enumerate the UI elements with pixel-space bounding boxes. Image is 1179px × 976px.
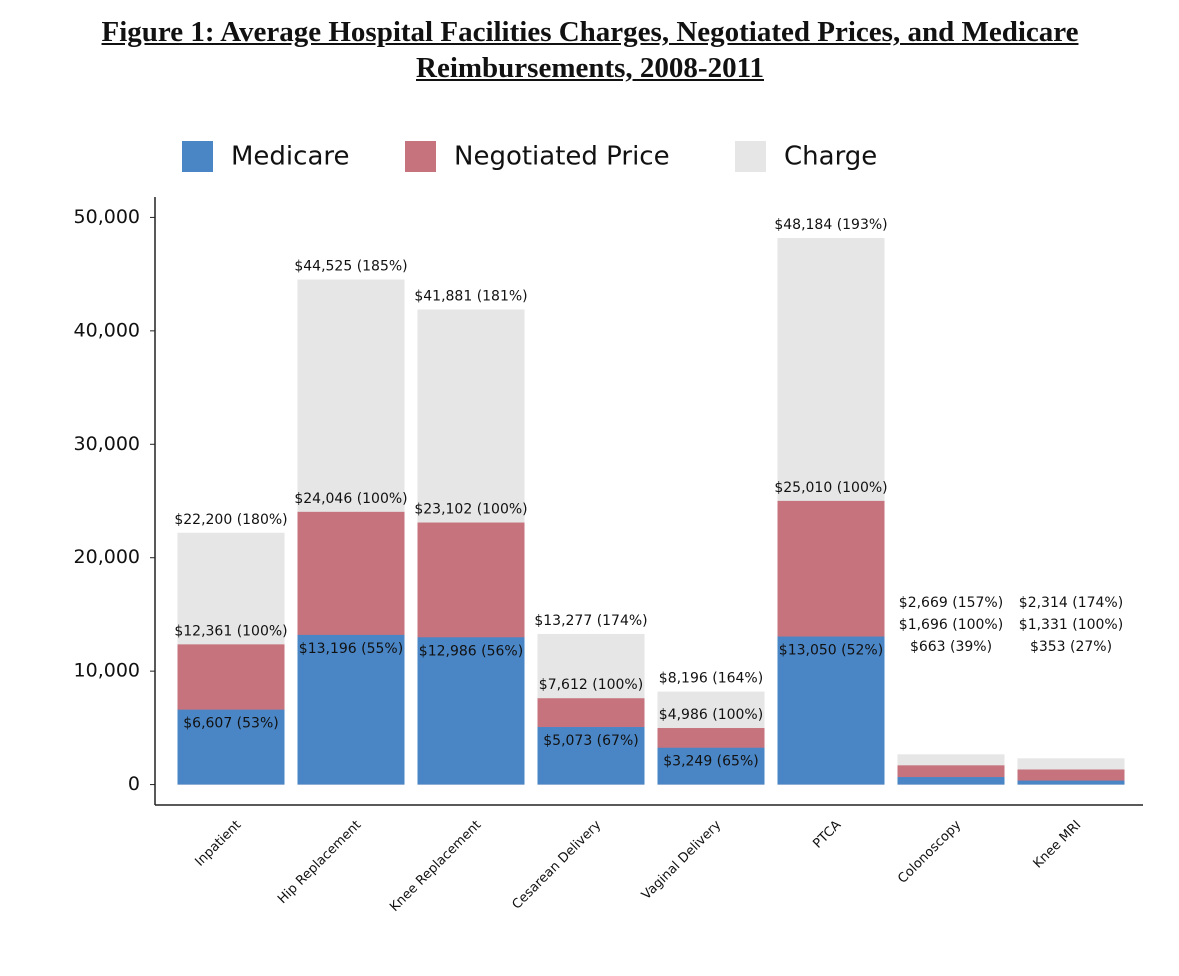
x-tick-label: Vaginal Delivery <box>639 817 725 903</box>
legend-label: Medicare <box>231 142 350 172</box>
x-tick-label: Inpatient <box>192 818 244 870</box>
bar <box>657 747 765 785</box>
legend-label: Charge <box>784 142 877 172</box>
y-tick-label: 40,000 <box>74 319 140 341</box>
data-label: $13,196 (55%) <box>299 641 403 657</box>
bar <box>177 709 285 785</box>
x-tick-label: PTCA <box>810 818 844 852</box>
data-label: $6,607 (53%) <box>183 716 278 732</box>
legend-label: Negotiated Price <box>454 142 670 172</box>
data-label: $353 (27%) <box>1030 639 1112 655</box>
x-tick-label: Cesarean Delivery <box>509 817 604 912</box>
data-label: $4,986 (100%) <box>659 707 763 723</box>
y-tick-label: 20,000 <box>74 546 140 568</box>
bar <box>537 727 645 785</box>
bar <box>1017 780 1125 785</box>
y-tick-label: 50,000 <box>74 206 140 228</box>
data-label: $2,669 (157%) <box>899 595 1003 611</box>
data-label: $44,525 (185%) <box>294 259 407 275</box>
data-label: $2,314 (174%) <box>1019 595 1123 611</box>
data-label: $12,361 (100%) <box>174 623 287 639</box>
data-label: $5,073 (67%) <box>543 733 638 749</box>
legend-swatch <box>405 141 436 172</box>
data-label: $1,331 (100%) <box>1019 617 1123 633</box>
x-tick-label: Knee MRI <box>1031 818 1085 872</box>
bar <box>897 777 1005 785</box>
data-label: $7,612 (100%) <box>539 677 643 693</box>
bar <box>297 634 405 785</box>
legend-swatch <box>735 141 766 172</box>
data-label: $25,010 (100%) <box>774 480 887 496</box>
data-label: $23,102 (100%) <box>414 502 527 518</box>
bar <box>417 637 525 785</box>
x-tick-label: Knee Replacement <box>387 818 484 915</box>
legend-swatch <box>182 141 213 172</box>
data-label: $22,200 (180%) <box>174 512 287 528</box>
y-tick-label: 10,000 <box>74 660 140 682</box>
data-label: $48,184 (193%) <box>774 217 887 233</box>
data-label: $13,277 (174%) <box>534 613 647 629</box>
x-tick-label: Hip Replacement <box>275 818 364 907</box>
data-label: $41,881 (181%) <box>414 289 527 305</box>
data-label: $12,986 (56%) <box>419 643 523 659</box>
data-label: $1,696 (100%) <box>899 617 1003 633</box>
data-label: $3,249 (65%) <box>663 754 758 770</box>
data-label: $13,050 (52%) <box>779 643 883 659</box>
chart-title: Figure 1: Average Hospital Facilities Ch… <box>101 16 1079 84</box>
x-tick-label: Colonoscopy <box>895 817 964 886</box>
data-label: $663 (39%) <box>910 639 992 655</box>
y-tick-label: 30,000 <box>74 433 140 455</box>
y-tick-label: 0 <box>128 773 140 795</box>
data-label: $24,046 (100%) <box>294 491 407 507</box>
data-label: $8,196 (164%) <box>659 671 763 687</box>
bar <box>777 636 885 785</box>
